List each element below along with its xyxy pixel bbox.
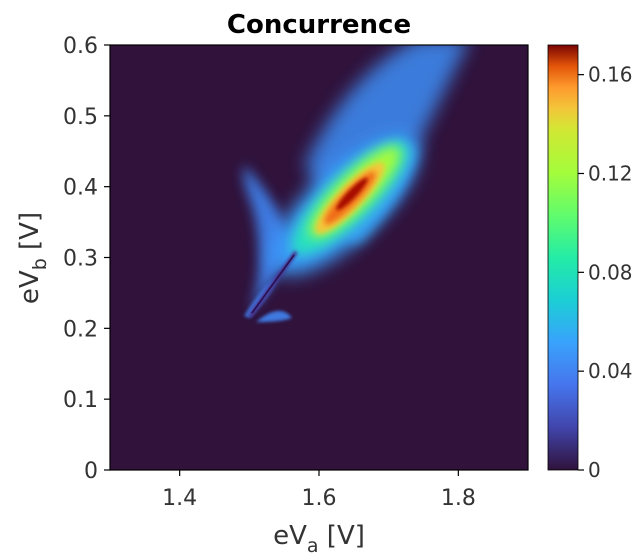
- heatmap-field: [243, 45, 467, 322]
- chart-title: Concurrence: [227, 10, 411, 40]
- y-tick-label: 0.3: [63, 247, 98, 272]
- y-tick-label: 0.6: [63, 34, 98, 59]
- y-tick-label: 0.4: [63, 176, 98, 201]
- colorbar-tick-label: 0.08: [588, 260, 633, 284]
- colorbar-tick-label: 0.04: [588, 359, 633, 383]
- x-axis-title: eVa [V]: [273, 521, 365, 556]
- left-wing-region: [243, 165, 292, 312]
- x-tick-label: 1.6: [302, 486, 337, 511]
- colorbar-tick-label: 0: [588, 458, 601, 482]
- plot-area: [109, 44, 529, 471]
- lower-lobe-right: [256, 310, 292, 322]
- colorbar-ticks: 0 0.04 0.08 0.12 0.16: [578, 63, 633, 482]
- y-tick-label: 0: [84, 459, 98, 484]
- y-tick-label: 0.2: [63, 317, 98, 342]
- y-tick-label: 0.5: [63, 105, 98, 130]
- colorbar: 0 0.04 0.08 0.12 0.16: [547, 44, 633, 482]
- lower-streak-core: [251, 254, 295, 314]
- colorbar-tick-label: 0.16: [588, 63, 633, 87]
- x-axis: 1.4 1.6 1.8: [162, 470, 476, 511]
- ridge-layer-red: [336, 177, 368, 211]
- y-axis: 0 0.1 0.2 0.3 0.4 0.5 0.6: [63, 34, 110, 484]
- x-tick-label: 1.4: [162, 486, 197, 511]
- y-axis-title: eVb [V]: [15, 212, 51, 304]
- x-tick-label: 1.8: [441, 486, 476, 511]
- colorbar-tick-label: 0.12: [588, 161, 633, 185]
- y-tick-label: 0.1: [63, 388, 98, 413]
- colorbar-gradient: [547, 44, 579, 471]
